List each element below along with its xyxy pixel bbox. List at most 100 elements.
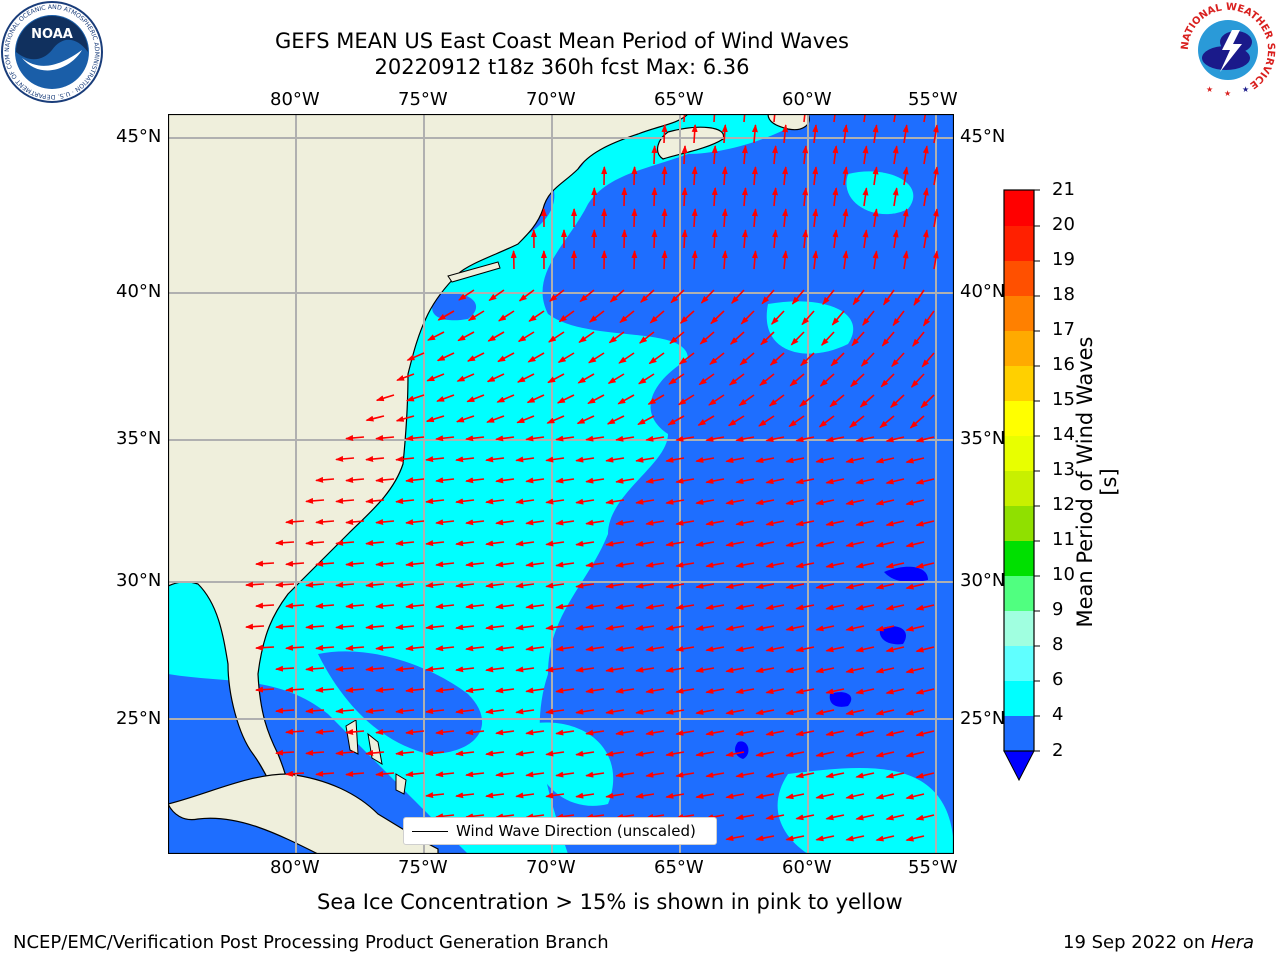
wind-wave-arrow [891,352,905,368]
wind-wave-arrow [455,666,475,673]
wind-wave-arrow [875,583,895,590]
wind-wave-arrow [675,477,695,484]
wind-wave-arrow [815,793,835,800]
lon-tick-top-80: 80°W [270,89,320,110]
wind-wave-arrow [661,250,668,270]
wind-wave-arrow [465,771,485,778]
wind-wave-arrow [405,645,425,652]
wind-wave-arrow [605,666,625,673]
colorbar-tick-16: 16 [1052,354,1075,375]
wind-wave-arrow [815,499,835,506]
wind-wave-arrow [725,625,745,632]
wind-wave-arrow [708,394,725,406]
wind-wave-arrow [845,667,865,674]
wind-wave-arrow [830,352,845,367]
wind-wave-arrow [667,415,685,426]
wind-wave-arrow [305,497,325,504]
wind-wave-arrow [922,187,929,207]
wind-wave-arrow [785,793,805,800]
wind-wave-arrow [711,145,718,165]
wind-wave-arrow [375,687,395,694]
wind-wave-arrow [765,604,785,611]
wind-wave-arrow [485,582,505,589]
wind-wave-arrow [576,415,595,425]
wind-wave-arrow [588,352,605,364]
wind-wave-arrow [255,644,275,651]
wind-wave-arrow [735,436,755,443]
wind-wave-arrow [467,352,485,362]
wind-wave-arrow [915,436,935,443]
wind-wave-arrow [515,540,535,547]
lat-tick-right-30: 30°N [960,570,1006,591]
wind-wave-arrow [486,415,505,423]
wind-wave-arrow [695,709,715,715]
wind-wave-arrow [345,560,365,567]
wind-wave-arrow [915,520,935,527]
lon-tick-top-70: 70°W [526,89,576,110]
wind-wave-arrow [905,835,925,842]
wind-wave-arrow [921,352,935,368]
wind-wave-arrow [587,394,605,405]
wind-wave-arrow [405,477,425,484]
wind-wave-arrow [812,166,819,186]
wind-wave-arrow [638,373,655,385]
wind-wave-arrow [893,114,897,123]
wind-wave-arrow [785,709,805,716]
wind-wave-arrow [725,835,745,842]
wind-wave-arrow [345,728,365,735]
svg-text:★: ★ [1242,85,1249,94]
wind-wave-arrow [773,114,776,123]
wind-wave-arrow [725,457,745,464]
wind-wave-arrow [555,771,575,778]
wind-wave-arrow [345,602,365,609]
wind-wave-arrow [515,666,535,673]
wind-wave-arrow [425,666,445,673]
wind-wave-arrow [705,562,725,568]
wind-wave-arrow [695,541,715,547]
colorbar-tick-9: 9 [1052,599,1064,620]
wind-wave-arrow [885,520,905,527]
wind-wave-arrow [713,114,716,123]
wind-wave-arrow [661,166,668,186]
wind-wave-arrow [860,352,875,367]
wind-wave-arrow [661,208,668,228]
wind-wave-arrow [683,114,686,123]
land-bahamas-1 [345,719,359,755]
wind-wave-arrow [315,476,335,483]
wind-wave-arrow [802,187,809,207]
wind-wave-arrow [872,166,879,186]
wind-wave-arrow [645,561,665,568]
colorbar-tick-11: 11 [1052,529,1075,550]
wind-wave-arrow [285,602,305,609]
wind-wave-arrow [795,814,815,821]
wind-wave-arrow [365,456,385,463]
wave-period-band-2-4-bahamas [318,651,483,754]
wind-wave-arrow [635,540,655,547]
wind-wave-arrow [902,124,909,144]
wind-wave-arrow [621,229,628,249]
wind-wave-arrow [665,666,685,673]
wind-wave-arrow [435,813,455,820]
colorbar-band-6-8 [1004,646,1034,681]
wind-wave-arrow [675,519,695,526]
wind-wave-arrow [645,771,665,778]
wind-wave-arrow [735,562,755,569]
wind-wave-arrow [555,477,575,484]
wind-wave-arrow [855,646,875,653]
wind-wave-arrow [735,814,755,821]
wind-wave-arrow [785,583,805,590]
wind-wave-arrow [575,792,595,799]
wind-wave-arrow [855,562,875,569]
wind-wave-arrow [405,519,425,526]
wind-wave-arrow [875,709,895,716]
wind-wave-arrow [545,582,565,589]
wind-wave-arrow [526,394,545,404]
wind-wave-arrow [795,772,815,779]
wind-wave-arrow [825,478,845,485]
wind-wave-arrow [909,415,925,429]
wind-wave-arrow [910,373,925,388]
wind-wave-arrow [515,624,535,631]
lon-tick-bottom-60: 60°W [782,857,832,878]
wind-wave-arrow [875,541,895,548]
wind-wave-arrow [619,310,635,324]
